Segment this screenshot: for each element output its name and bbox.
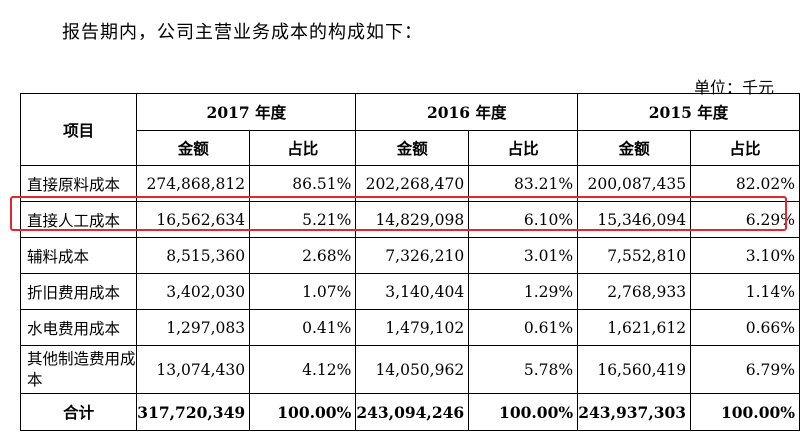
- header-ratio: 占比: [468, 130, 579, 166]
- header-item: 项目: [19, 93, 138, 166]
- cell-amount: 200,087,435: [577, 165, 692, 202]
- cell-amount: 16,560,419: [577, 345, 692, 394]
- cell-ratio: 3.10%: [690, 237, 800, 274]
- cell-amount: 7,552,810: [577, 237, 692, 274]
- cell-amount: 2,768,933: [577, 273, 692, 310]
- header-year-2016: 2016 年度: [355, 93, 579, 131]
- total-ratio: 100.00%: [468, 393, 579, 431]
- cell-ratio: 1.29%: [468, 273, 579, 310]
- total-label: 合计: [19, 393, 138, 431]
- cell-ratio: 0.66%: [690, 309, 800, 346]
- header-amount: 金额: [577, 130, 692, 166]
- cell-ratio: 86.51%: [249, 165, 357, 202]
- row-label: 水电费用成本: [19, 309, 138, 346]
- cell-ratio: 5.21%: [249, 201, 357, 238]
- cell-ratio: 5.78%: [468, 345, 579, 394]
- cell-ratio: 6.29%: [690, 201, 800, 238]
- header-ratio: 占比: [690, 130, 800, 166]
- cell-amount: 274,868,812: [136, 165, 251, 202]
- cell-ratio: 6.10%: [468, 201, 579, 238]
- header-ratio: 占比: [249, 130, 357, 166]
- table-row: 折旧费用成本 3,402,030 1.07% 3,140,404 1.29% 2…: [19, 273, 800, 310]
- total-amount: 243,937,303: [577, 393, 692, 431]
- cell-amount: 202,268,470: [355, 165, 470, 202]
- header-amount: 金额: [355, 130, 470, 166]
- unit-label: 单位：千元: [693, 78, 774, 97]
- cell-amount: 3,402,030: [136, 273, 251, 310]
- cell-amount: 1,479,102: [355, 309, 470, 346]
- cell-amount: 14,050,962: [355, 345, 470, 394]
- row-label: 折旧费用成本: [19, 273, 138, 310]
- table-row: 水电费用成本 1,297,083 0.41% 1,479,102 0.61% 1…: [19, 309, 800, 346]
- cell-amount: 15,346,094: [577, 201, 692, 238]
- cell-ratio: 0.61%: [468, 309, 579, 346]
- cell-ratio: 6.79%: [690, 345, 800, 394]
- cell-amount: 8,515,360: [136, 237, 251, 274]
- header-year-2017: 2017 年度: [136, 93, 357, 131]
- cell-amount: 3,140,404: [355, 273, 470, 310]
- total-ratio: 100.00%: [690, 393, 800, 431]
- table-row: 直接原料成本 274,868,812 86.51% 202,268,470 83…: [19, 165, 800, 202]
- cell-amount: 14,829,098: [355, 201, 470, 238]
- row-label: 辅料成本: [19, 237, 138, 274]
- intro-paragraph: 报告期内，公司主营业务成本的构成如下：: [62, 22, 423, 43]
- cell-ratio: 3.01%: [468, 237, 579, 274]
- cell-ratio: 0.41%: [249, 309, 357, 346]
- cell-ratio: 83.21%: [468, 165, 579, 202]
- table-row: 辅料成本 8,515,360 2.68% 7,326,210 3.01% 7,5…: [19, 237, 800, 274]
- cell-amount: 16,562,634: [136, 201, 251, 238]
- total-amount: 243,094,246: [355, 393, 470, 431]
- header-amount: 金额: [136, 130, 251, 166]
- cell-ratio: 1.07%: [249, 273, 357, 310]
- row-label: 直接人工成本: [19, 201, 138, 238]
- table-row: 直接人工成本 16,562,634 5.21% 14,829,098 6.10%…: [19, 201, 800, 238]
- total-ratio: 100.00%: [249, 393, 357, 431]
- row-label: 其他制造费用成本: [19, 345, 138, 394]
- cell-amount: 1,297,083: [136, 309, 251, 346]
- cell-amount: 13,074,430: [136, 345, 251, 394]
- cell-amount: 7,326,210: [355, 237, 470, 274]
- cell-ratio: 82.02%: [690, 165, 800, 202]
- cell-ratio: 2.68%: [249, 237, 357, 274]
- cost-composition-table: 项目 2017 年度 2016 年度 2015 年度 金额 占比 金额 占比 金…: [19, 93, 800, 431]
- cell-amount: 1,621,612: [577, 309, 692, 346]
- cell-ratio: 1.14%: [690, 273, 800, 310]
- total-amount: 317,720,349: [136, 393, 251, 431]
- row-label: 直接原料成本: [19, 165, 138, 202]
- header-year-2015: 2015 年度: [577, 93, 800, 131]
- table-row: 其他制造费用成本 13,074,430 4.12% 14,050,962 5.7…: [19, 345, 800, 394]
- cell-ratio: 4.12%: [249, 345, 357, 394]
- total-row: 合计 317,720,349 100.00% 243,094,246 100.0…: [19, 393, 800, 431]
